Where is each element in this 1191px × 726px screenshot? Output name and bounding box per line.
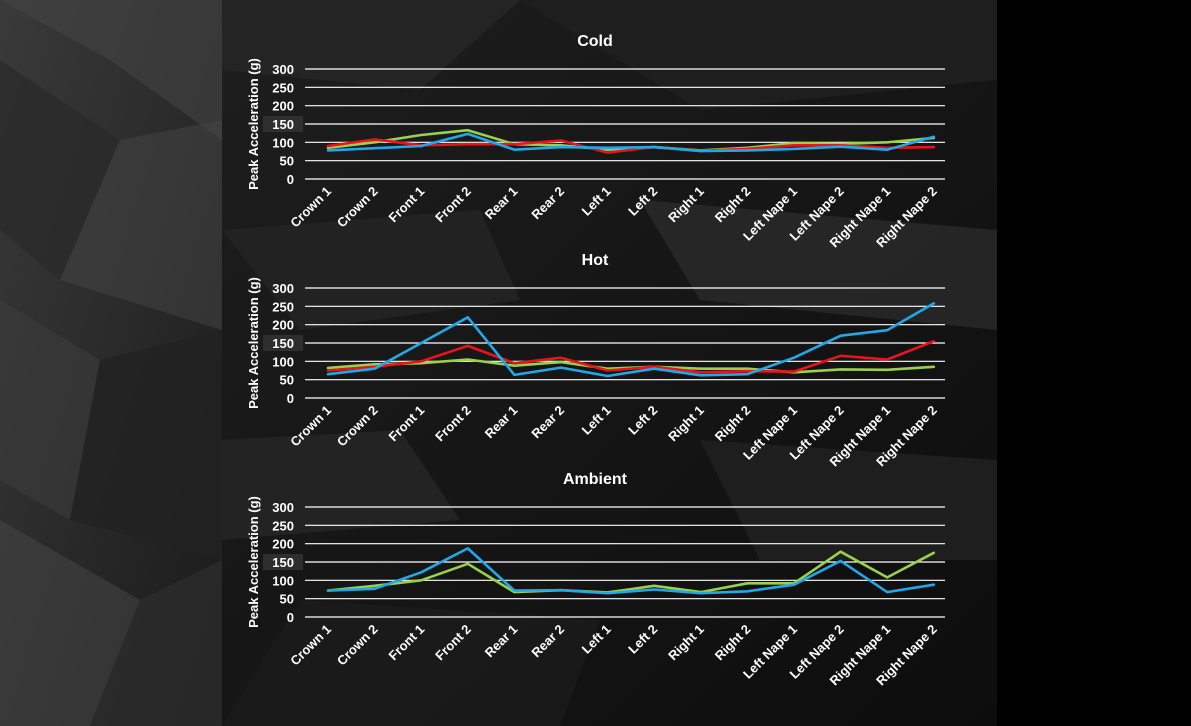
y-tick-label: 100 [272, 135, 294, 150]
x-tick-label: Left 1 [579, 622, 614, 657]
x-tick-label: Left 2 [625, 184, 660, 219]
chart-hot: Hot Peak Acceleration (g) 0 50 100 150 200 250 3… [246, 252, 945, 469]
y-tick-label: 250 [272, 80, 294, 95]
x-tick-label: Right 2 [712, 403, 754, 445]
x-tick-label: Right 1 [665, 184, 707, 226]
x-tick-label: Crown 1 [287, 622, 334, 669]
y-tick-label: 200 [272, 318, 294, 333]
x-tick-label: Left 2 [625, 622, 660, 657]
x-tick-label: Left 1 [579, 403, 614, 438]
y-tick-label: 250 [272, 299, 294, 314]
y-axis-label: Peak Acceleration (g) [246, 58, 261, 190]
x-tick-label: Front 1 [386, 622, 428, 664]
y-tick-label: 150 [272, 555, 294, 570]
x-tick-label: Rear 2 [528, 403, 567, 442]
x-tick-label: Front 2 [432, 403, 474, 445]
x-tick-label: Front 2 [432, 622, 474, 664]
center-texture-panel [222, 0, 997, 726]
x-tick-label: Front 1 [386, 403, 428, 445]
x-tick-label: Right 2 [712, 184, 754, 226]
x-tick-label: Front 2 [432, 184, 474, 226]
y-axis-label: Peak Acceleration (g) [246, 277, 261, 409]
x-tick-label: Rear 1 [482, 622, 521, 661]
chart-title: Ambient [563, 471, 628, 488]
y-tick-label: 300 [272, 500, 294, 515]
left-texture-panel [0, 0, 222, 726]
y-tick-label: 250 [272, 518, 294, 533]
x-tick-label: Rear 2 [528, 622, 567, 661]
y-tick-label: 200 [272, 537, 294, 552]
chart-title: Hot [582, 252, 609, 269]
y-tick-label: 100 [272, 354, 294, 369]
highlight-band [263, 554, 303, 570]
x-tick-label: Crown 1 [287, 403, 334, 450]
highlight-band [263, 335, 303, 351]
chart-ambient: Ambient Peak Acceleration (g) 0 50 100 150 200… [246, 471, 945, 688]
y-tick-label: 300 [272, 62, 294, 77]
x-tick-label: Crown 2 [334, 184, 381, 231]
right-margin [997, 0, 1191, 726]
x-tick-label: Left 2 [625, 403, 660, 438]
y-tick-label: 50 [280, 154, 294, 169]
series-line-blue [326, 302, 936, 378]
y-tick-label: 50 [280, 592, 294, 607]
series-line-green [326, 550, 936, 594]
chart-cold: Cold Peak Acceleration (g) 0 50 100 150 200 250… [246, 33, 945, 250]
y-tick-label: 50 [280, 373, 294, 388]
y-tick-label: 300 [272, 281, 294, 296]
x-tick-label: Crown 2 [334, 403, 381, 450]
y-tick-label: 100 [272, 573, 294, 588]
highlight-band [263, 116, 303, 132]
x-tick-label: Crown 2 [334, 622, 381, 669]
y-axis-label: Peak Acceleration (g) [246, 496, 261, 628]
x-tick-label: Rear 2 [528, 184, 567, 223]
x-tick-label: Right 1 [665, 622, 707, 664]
y-tick-label: 0 [287, 172, 294, 187]
x-tick-label: Front 1 [386, 184, 428, 226]
y-tick-label: 0 [287, 391, 294, 406]
x-tick-label: Right 1 [665, 403, 707, 445]
chart-title: Cold [577, 33, 613, 50]
x-tick-label: Crown 1 [287, 184, 334, 231]
series-line-red [326, 339, 936, 374]
x-tick-label: Rear 1 [482, 403, 521, 442]
x-tick-label: Left 1 [579, 184, 614, 219]
series-line-blue [326, 547, 936, 595]
y-tick-label: 0 [287, 610, 294, 625]
y-tick-label: 150 [272, 336, 294, 351]
x-tick-label: Rear 1 [482, 184, 521, 223]
series-line-blue [326, 132, 936, 153]
x-tick-label: Right 2 [712, 622, 754, 664]
y-tick-label: 200 [272, 99, 294, 114]
y-tick-label: 150 [272, 117, 294, 132]
